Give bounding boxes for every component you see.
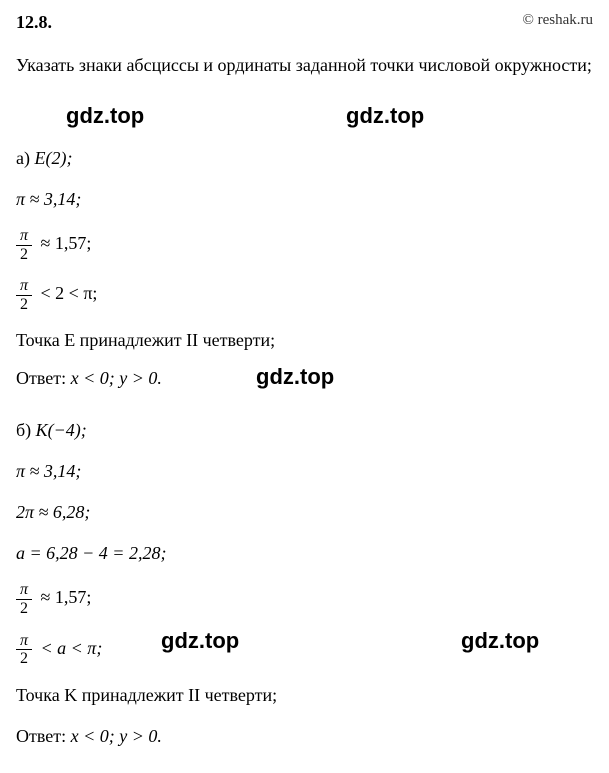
instruction-text: Указать знаки абсциссы и ординаты заданн… [16, 47, 593, 83]
part-b-belongs: Точка K принадлежит II четверти; [16, 682, 593, 709]
part-a-answer: Ответ: x < 0; y > 0. gdz.top [16, 368, 593, 389]
frac-den: 2 [16, 650, 32, 668]
frac-pi-2-b1: π 2 [16, 581, 32, 617]
part-a-pi-text: π ≈ 3,14; [16, 189, 81, 209]
frac-den: 2 [16, 246, 32, 264]
part-b-halfpi: π 2 ≈ 1,57; [16, 581, 593, 617]
watermark-b1: gdz.top [161, 628, 239, 654]
part-b-a-text: a = 6,28 − 4 = 2,28; [16, 543, 166, 563]
part-b-point: б) K(−4); [16, 417, 593, 444]
frac-num: π [16, 227, 32, 246]
header: 12.8. © reshak.ru [16, 12, 593, 33]
part-a-halfpi: π 2 ≈ 1,57; [16, 227, 593, 263]
frac-den: 2 [16, 296, 32, 314]
copyright: © reshak.ru [522, 12, 593, 29]
answer-prefix-a: Ответ: [16, 368, 71, 388]
watermark-answer-a: gdz.top [256, 364, 334, 390]
frac-num: π [16, 277, 32, 296]
part-b-2pi: 2π ≈ 6,28; [16, 499, 593, 526]
part-b-pi-text: π ≈ 3,14; [16, 461, 81, 481]
answer-prefix-b: Ответ: [16, 726, 71, 746]
answer-a-text: x < 0; y > 0. [71, 368, 162, 388]
watermark-1b: gdz.top [346, 103, 424, 129]
part-a-label: а) [16, 148, 34, 168]
frac-pi-2-a2: π 2 [16, 277, 32, 313]
part-a-point: а) E(2); [16, 145, 593, 172]
watermark-row-1: gdz.top gdz.top [16, 103, 593, 135]
frac-pi-2-b2: π 2 [16, 632, 32, 668]
frac-num: π [16, 632, 32, 651]
watermark-b2: gdz.top [461, 628, 539, 654]
frac-pi-2-a1: π 2 [16, 227, 32, 263]
part-b-pi: π ≈ 3,14; [16, 458, 593, 485]
frac-den: 2 [16, 600, 32, 618]
part-b-2pi-text: 2π ≈ 6,28; [16, 502, 90, 522]
part-a-ineq-text: < 2 < π; [36, 283, 97, 303]
part-a-pi: π ≈ 3,14; [16, 186, 593, 213]
part-b-ineq-text: < a < π; [36, 638, 102, 658]
part-b-label: б) [16, 420, 36, 440]
part-a-belongs: Точка E принадлежит II четверти; [16, 327, 593, 354]
frac-num: π [16, 581, 32, 600]
part-a-point-text: E(2); [34, 148, 72, 168]
part-b-answer: Ответ: x < 0; y > 0. [16, 723, 593, 750]
part-b-aline: a = 6,28 − 4 = 2,28; [16, 540, 593, 567]
part-a-halfpi-val: ≈ 1,57; [36, 233, 91, 253]
problem-number: 12.8. [16, 12, 52, 33]
part-b-halfpi-val: ≈ 1,57; [36, 588, 91, 608]
part-b-point-text: K(−4); [36, 420, 87, 440]
part-a-inequality: π 2 < 2 < π; [16, 277, 593, 313]
watermark-1a: gdz.top [66, 103, 144, 129]
answer-b-text: x < 0; y > 0. [71, 726, 162, 746]
